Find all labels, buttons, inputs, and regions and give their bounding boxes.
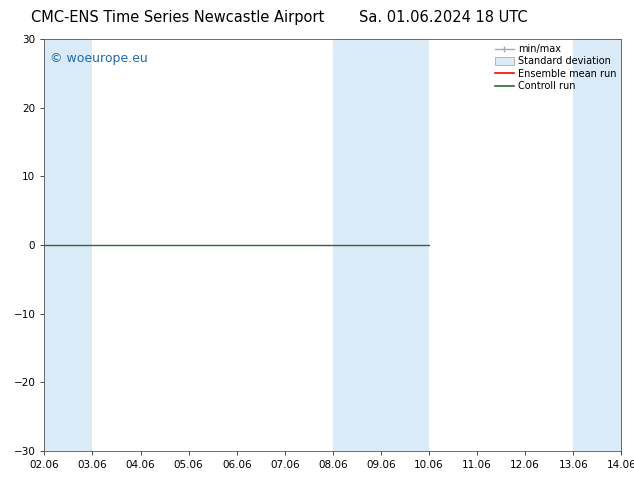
Text: Sa. 01.06.2024 18 UTC: Sa. 01.06.2024 18 UTC [359, 10, 528, 25]
Bar [573, 39, 634, 451]
Text: © woeurope.eu: © woeurope.eu [50, 51, 148, 65]
Bar [333, 39, 429, 451]
Text: CMC-ENS Time Series Newcastle Airport: CMC-ENS Time Series Newcastle Airport [31, 10, 324, 25]
Bar [44, 39, 93, 451]
Legend: min/max, Standard deviation, Ensemble mean run, Controll run: min/max, Standard deviation, Ensemble me… [493, 42, 618, 93]
